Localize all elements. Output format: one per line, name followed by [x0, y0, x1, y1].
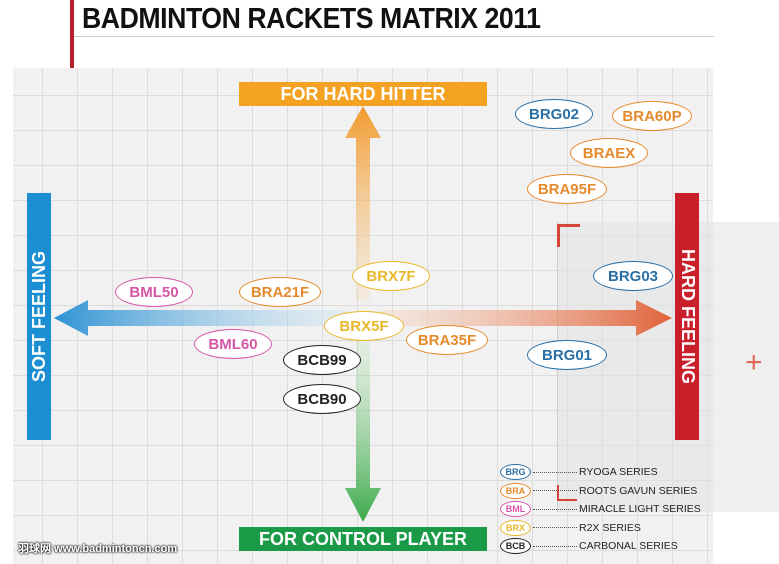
legend-label: R2X SERIES	[579, 521, 641, 534]
racket-brg03[interactable]: BRG03	[593, 261, 673, 291]
racket-bra21f[interactable]: BRA21F	[239, 277, 321, 307]
axis-label-bottom: FOR CONTROL PLAYER	[239, 527, 487, 551]
plus-icon[interactable]: +	[745, 346, 763, 379]
racket-bra35f[interactable]: BRA35F	[406, 325, 488, 355]
title-accent-bar	[70, 0, 74, 68]
racket-bml60[interactable]: BML60	[194, 329, 272, 359]
axis-label-left-text: SOFT FEELING	[28, 250, 49, 383]
axis-label-right-text: HARD FEELING	[677, 249, 698, 384]
legend-item-bcb: BCB CARBONAL SERIES	[500, 537, 720, 556]
legend-leader	[533, 545, 577, 547]
legend-badge: BCB	[500, 538, 531, 555]
racket-bcb90[interactable]: BCB90	[283, 384, 361, 414]
series-legend: BRG RYOGA SERIES BRA ROOTS GAVUN SERIES …	[500, 463, 720, 556]
legend-item-brx: BRX R2X SERIES	[500, 519, 720, 538]
legend-item-bra: BRA ROOTS GAVUN SERIES	[500, 482, 720, 501]
corner-mark	[557, 224, 580, 247]
legend-item-brg: BRG RYOGA SERIES	[500, 463, 720, 482]
legend-label: MIRACLE LIGHT SERIES	[579, 503, 701, 516]
racket-bml50[interactable]: BML50	[115, 277, 193, 307]
legend-label: CARBONAL SERIES	[579, 540, 678, 553]
legend-badge: BRA	[500, 482, 531, 499]
racket-brg02[interactable]: BRG02	[515, 99, 593, 129]
legend-item-bml: BML MIRACLE LIGHT SERIES	[500, 500, 720, 519]
axis-label-left: SOFT FEELING	[27, 193, 51, 440]
racket-bra95f[interactable]: BRA95F	[527, 174, 607, 204]
legend-leader	[533, 527, 577, 529]
racket-bra60p[interactable]: BRA60P	[612, 101, 692, 131]
legend-leader	[533, 508, 577, 510]
racket-brx7f[interactable]: BRX7F	[352, 261, 430, 291]
title-divider	[74, 36, 714, 37]
legend-badge: BRG	[500, 464, 531, 481]
racket-brg01[interactable]: BRG01	[527, 340, 607, 370]
racket-braex[interactable]: BRAEX	[570, 138, 648, 168]
corner-mark-bottom	[557, 485, 577, 501]
legend-label: RYOGA SERIES	[579, 466, 658, 479]
legend-badge: BML	[500, 501, 531, 518]
page-title: BADMINTON RACKETS MATRIX 2011	[82, 3, 541, 35]
legend-badge: BRX	[500, 519, 531, 536]
axis-label-right: HARD FEELING	[675, 193, 699, 440]
legend-leader	[533, 471, 577, 473]
legend-label: ROOTS GAVUN SERIES	[579, 484, 698, 497]
racket-bcb99[interactable]: BCB99	[283, 345, 361, 375]
arrow-down	[345, 336, 381, 522]
arrow-left	[54, 300, 345, 336]
legend-leader	[533, 490, 577, 492]
axis-label-top: FOR HARD HITTER	[239, 82, 487, 106]
arrow-up	[345, 106, 381, 300]
watermark-site: 羽球网 www.badmintoncn.com	[18, 543, 178, 555]
arrow-right	[380, 300, 672, 336]
racket-brx5f[interactable]: BRX5F	[324, 311, 404, 341]
